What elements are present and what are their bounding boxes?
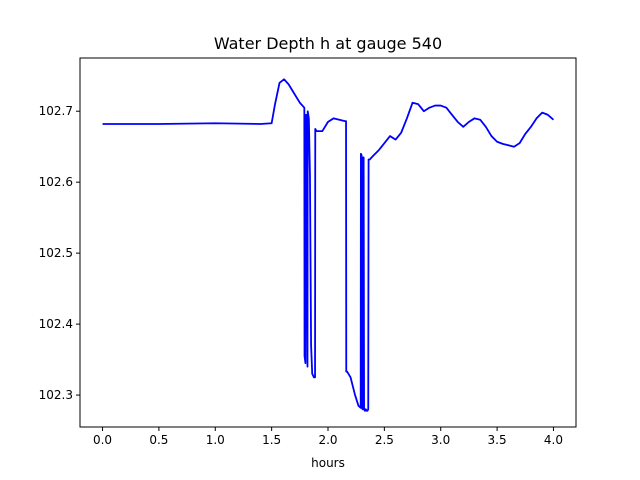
x-tick-label: 0.5 [149, 433, 168, 447]
y-tick-label: 102.7 [39, 104, 73, 118]
y-tick-label: 102.5 [39, 246, 73, 260]
x-tick-label: 3.0 [431, 433, 450, 447]
x-tick-label: 3.5 [488, 433, 507, 447]
x-tick-label: 0.0 [93, 433, 112, 447]
chart-title: Water Depth h at gauge 540 [214, 34, 442, 53]
y-tick-label: 102.3 [39, 388, 73, 402]
x-axis-ticks: 0.0 0.5 1.0 1.5 2.0 2.5 3.0 3.5 4.0 [93, 427, 563, 447]
y-tick-label: 102.6 [39, 175, 73, 189]
x-axis-label: hours [311, 456, 345, 470]
y-tick-label: 102.4 [39, 317, 73, 331]
series-line [102, 78, 555, 412]
plot-frame [79, 57, 577, 428]
x-tick-label: 2.5 [375, 433, 394, 447]
x-tick-label: 2.0 [318, 433, 337, 447]
x-tick-label: 1.5 [262, 433, 281, 447]
x-tick-label: 1.0 [206, 433, 225, 447]
x-tick-label: 4.0 [544, 433, 563, 447]
y-axis-ticks: 102.3 102.4 102.5 102.6 102.7 [39, 104, 80, 402]
